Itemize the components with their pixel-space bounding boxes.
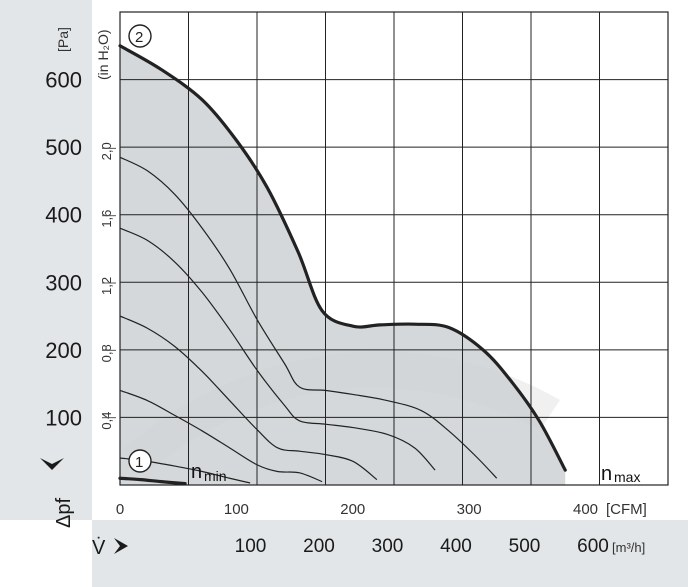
grid bbox=[120, 12, 668, 485]
inh2o-tick-label: 0,4 bbox=[99, 412, 114, 430]
pa-tick-label: 500 bbox=[45, 135, 82, 160]
pa-tick-label: 300 bbox=[45, 270, 82, 295]
m3h-tick-labels: 100 200 300 400 500 600 bbox=[235, 536, 609, 557]
cfm-tick-labels: 0 100 200 300 400 bbox=[116, 501, 598, 518]
inh2o-tick-label: 1,2 bbox=[99, 277, 114, 295]
bottom-axis-panel bbox=[92, 520, 688, 587]
series-line-3 bbox=[119, 227, 436, 471]
inh2o-tick-labels: 0,4 0,8 1,2 1,6 2,0 bbox=[99, 142, 116, 430]
x-unit-m3h: [m³/h] bbox=[612, 540, 645, 555]
x-unit-cfm: [CFM] bbox=[606, 501, 647, 518]
marker-min-label: 1 bbox=[135, 454, 143, 471]
y-unit-inh2o: (in H₂O) bbox=[95, 29, 111, 80]
y-unit-pa: [Pa] bbox=[55, 27, 71, 52]
n-min-letter: n bbox=[191, 461, 202, 483]
inh2o-tick-label: 0,8 bbox=[99, 344, 114, 362]
operating-area bbox=[120, 45, 566, 486]
m3h-tick-label: 200 bbox=[303, 536, 335, 557]
pa-tick-label: 100 bbox=[45, 405, 82, 430]
cfm-tick-label: 0 bbox=[116, 501, 124, 518]
x-axis-label: V̇ bbox=[92, 537, 106, 559]
m3h-tick-label: 300 bbox=[372, 536, 404, 557]
cfm-tick-label: 300 bbox=[457, 501, 482, 518]
cfm-tick-label: 100 bbox=[224, 501, 249, 518]
cfm-tick-label: 200 bbox=[340, 501, 365, 518]
marker-min-circle bbox=[128, 449, 152, 473]
marker-max-label: 2 bbox=[135, 29, 143, 46]
pa-tick-label: 400 bbox=[45, 203, 82, 228]
series-line-4 bbox=[119, 315, 378, 481]
y-axis-arrow-icon bbox=[40, 458, 64, 470]
pa-tick-labels: 100 200 300 400 500 600 bbox=[45, 68, 82, 431]
n-max-letter: n bbox=[601, 463, 612, 485]
series-line-1 bbox=[118, 44, 567, 472]
marker-max-circle bbox=[128, 24, 152, 48]
pa-tick-label: 200 bbox=[45, 338, 82, 363]
series-line-7 bbox=[118, 476, 187, 486]
inh2o-tick-label: 2,0 bbox=[99, 142, 114, 160]
m3h-tick-label: 500 bbox=[509, 536, 541, 557]
m3h-tick-label: 600 bbox=[577, 536, 609, 557]
cfm-tick-label: 400 bbox=[573, 501, 598, 518]
inh2o-tick-label: 1,6 bbox=[99, 210, 114, 228]
n-min-subscript: min bbox=[204, 468, 227, 484]
pa-tick-label: 600 bbox=[45, 68, 82, 93]
series-line-5 bbox=[119, 389, 323, 483]
x-axis-arrow-icon bbox=[114, 538, 128, 554]
plot-frame bbox=[119, 11, 669, 486]
operating-range-fill bbox=[120, 45, 566, 486]
m3h-tick-label: 100 bbox=[235, 536, 267, 557]
y-axis-label: Δpf bbox=[53, 498, 75, 528]
n-max-subscript: max bbox=[614, 469, 640, 485]
left-axis-panel bbox=[0, 0, 92, 520]
series-line-2 bbox=[119, 156, 498, 479]
m3h-tick-label: 400 bbox=[440, 536, 472, 557]
